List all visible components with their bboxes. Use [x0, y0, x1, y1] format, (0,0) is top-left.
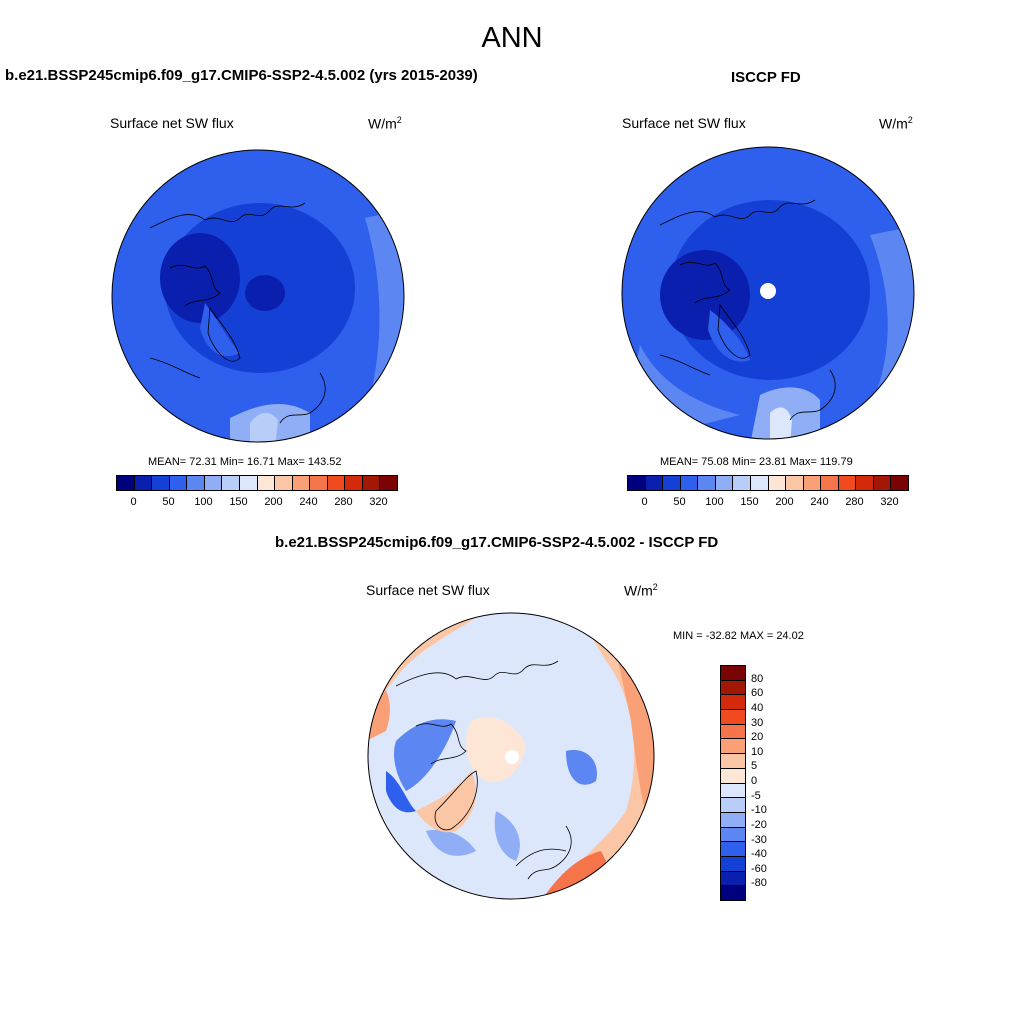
colorbar-swatch — [117, 476, 135, 490]
colorbar-tick-label: -5 — [751, 789, 761, 802]
colorbar-tick-label: -60 — [751, 862, 767, 875]
colorbar-tick-label: 240 — [810, 496, 829, 508]
diff-variable-label: Surface net SW flux — [366, 582, 490, 598]
colorbar-tick-label: -10 — [751, 804, 767, 817]
colorbar-swatch — [721, 666, 745, 681]
colorbar-tick-label: 50 — [162, 496, 175, 508]
colorbar-swatch — [222, 476, 240, 490]
colorbar-swatch — [750, 476, 769, 490]
obs-units-label: W/m2 — [879, 115, 913, 132]
colorbar-swatch — [768, 476, 787, 490]
diff-units-label: W/m2 — [624, 582, 658, 599]
model-polar-map — [111, 149, 405, 443]
colorbar-tick-label: 100 — [194, 496, 213, 508]
diff-panel-title: b.e21.BSSP245cmip6.f09_g17.CMIP6-SSP2-4.… — [275, 534, 719, 551]
colorbar-swatch — [380, 476, 397, 490]
colorbar-tick-label: 200 — [775, 496, 794, 508]
obs-colorbar — [627, 475, 909, 491]
colorbar-tick-label: 320 — [369, 496, 388, 508]
colorbar-swatch — [838, 476, 857, 490]
obs-panel-title: ISCCP FD — [731, 69, 801, 86]
colorbar-tick-label: 150 — [740, 496, 759, 508]
colorbar-swatch — [821, 476, 839, 490]
colorbar-swatch — [891, 476, 908, 490]
diff-stats: MIN = -32.82 MAX = 24.02 — [673, 630, 804, 642]
colorbar-swatch — [152, 476, 170, 490]
colorbar-swatch — [204, 476, 223, 490]
colorbar-swatch — [169, 476, 188, 490]
colorbar-swatch — [721, 798, 745, 813]
colorbar-swatch — [721, 827, 745, 843]
colorbar-swatch — [239, 476, 258, 490]
colorbar-tick-label: 10 — [751, 745, 764, 758]
colorbar-tick-label: 50 — [673, 496, 686, 508]
colorbar-swatch — [721, 783, 745, 799]
colorbar-swatch — [733, 476, 751, 490]
diff-colorbar — [720, 665, 746, 901]
colorbar-tick-label: -40 — [751, 848, 767, 861]
colorbar-swatch — [721, 871, 745, 887]
colorbar-tick-label: 100 — [705, 496, 724, 508]
colorbar-swatch — [362, 476, 381, 490]
diff-polar-map — [367, 612, 655, 900]
colorbar-tick-label: 240 — [299, 496, 318, 508]
model-colorbar — [116, 475, 398, 491]
colorbar-swatch — [134, 476, 153, 490]
colorbar-swatch — [721, 680, 745, 696]
colorbar-swatch — [645, 476, 664, 490]
colorbar-swatch — [721, 842, 745, 857]
colorbar-tick-label: 280 — [845, 496, 864, 508]
colorbar-swatch — [698, 476, 716, 490]
colorbar-swatch — [721, 754, 745, 769]
colorbar-swatch — [187, 476, 205, 490]
colorbar-tick-label: 320 — [880, 496, 899, 508]
colorbar-tick-label: -30 — [751, 833, 767, 846]
model-panel-title: b.e21.BSSP245cmip6.f09_g17.CMIP6-SSP2-4.… — [5, 67, 478, 84]
figure-title: ANN — [481, 22, 543, 54]
colorbar-tick-label: 150 — [229, 496, 248, 508]
colorbar-tick-label: 80 — [751, 672, 764, 685]
colorbar-tick-label: -80 — [751, 877, 767, 890]
colorbar-swatch — [721, 710, 745, 725]
model-units-label: W/m2 — [368, 115, 402, 132]
colorbar-swatch — [721, 724, 745, 740]
colorbar-swatch — [721, 739, 745, 755]
colorbar-swatch — [327, 476, 346, 490]
colorbar-tick-label: -20 — [751, 818, 767, 831]
colorbar-tick-label: 60 — [751, 687, 764, 700]
model-stats: MEAN= 72.31 Min= 16.71 Max= 143.52 — [148, 456, 342, 468]
colorbar-swatch — [721, 856, 745, 872]
colorbar-swatch — [721, 886, 745, 900]
colorbar-swatch — [628, 476, 646, 490]
colorbar-swatch — [873, 476, 892, 490]
colorbar-swatch — [803, 476, 822, 490]
colorbar-tick-label: 5 — [751, 760, 758, 773]
colorbar-swatch — [310, 476, 328, 490]
colorbar-swatch — [345, 476, 363, 490]
colorbar-swatch — [786, 476, 804, 490]
model-variable-label: Surface net SW flux — [110, 115, 234, 131]
colorbar-tick-label: 0 — [641, 496, 648, 508]
colorbar-swatch — [680, 476, 699, 490]
colorbar-swatch — [856, 476, 874, 490]
colorbar-swatch — [257, 476, 276, 490]
colorbar-tick-label: 0 — [751, 775, 758, 787]
colorbar-swatch — [715, 476, 734, 490]
colorbar-swatch — [292, 476, 311, 490]
colorbar-tick-label: 280 — [334, 496, 353, 508]
colorbar-tick-label: 0 — [130, 496, 137, 508]
colorbar-swatch — [721, 812, 745, 828]
obs-stats: MEAN= 75.08 Min= 23.81 Max= 119.79 — [660, 456, 853, 468]
colorbar-tick-label: 40 — [751, 701, 764, 714]
obs-polar-map — [621, 146, 915, 440]
colorbar-tick-label: 30 — [751, 716, 764, 729]
colorbar-swatch — [721, 768, 745, 784]
colorbar-swatch — [275, 476, 293, 490]
obs-variable-label: Surface net SW flux — [622, 115, 746, 131]
colorbar-tick-label: 20 — [751, 731, 764, 744]
colorbar-tick-label: 200 — [264, 496, 283, 508]
colorbar-swatch — [721, 695, 745, 711]
colorbar-swatch — [663, 476, 681, 490]
